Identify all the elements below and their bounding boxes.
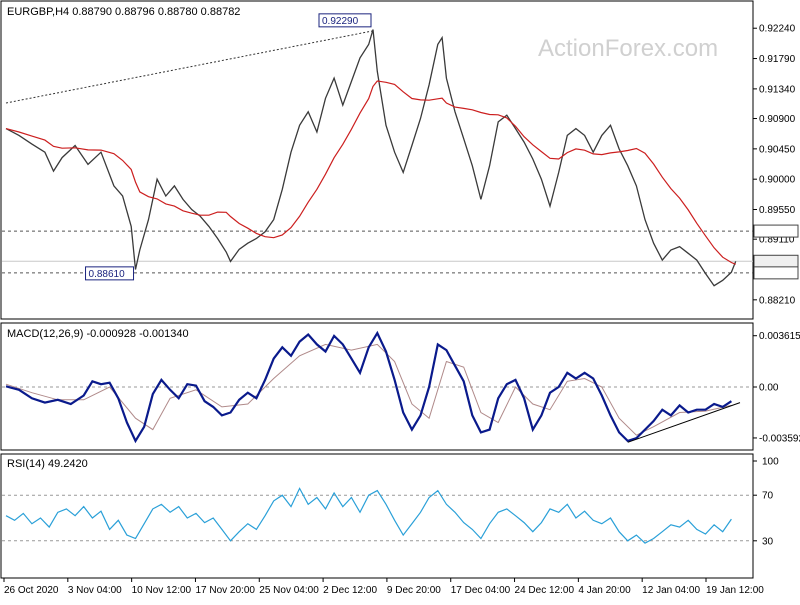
price-panel-frame	[0, 0, 754, 320]
watermark: ActionForex.com	[538, 35, 718, 62]
price-annotations: 0.92290 0.88610	[85, 13, 799, 281]
high-label-box	[318, 13, 372, 28]
price-tick-label: 0.88210	[759, 295, 796, 306]
price-tick-label: 0.89550	[759, 205, 796, 216]
support-tag-box	[753, 266, 799, 280]
x-tick-label: 24 Dec 12:00	[515, 585, 575, 596]
x-tick-label: 9 Dec 20:00	[387, 585, 441, 596]
x-tick-label: 4 Jan 20:00	[578, 585, 631, 596]
rsi-tick-label: 100	[762, 457, 779, 468]
x-tick-label: 19 Jan 12:00	[706, 585, 764, 596]
x-tick-label: 12 Jan 04:00	[642, 585, 700, 596]
high-label: 0.92290	[322, 16, 359, 27]
rsi-panel: RSI(14) 49.2420 100 70 30	[0, 453, 779, 579]
macd-signal-line	[5, 343, 732, 436]
resistance-tag-box	[753, 224, 799, 238]
price-tick-label: 0.92240	[759, 24, 796, 35]
x-tick-label: 10 Nov 12:00	[132, 585, 192, 596]
macd-axis: 0.003615 0.00 -0.003592	[2, 331, 800, 444]
rsi-panel-frame	[0, 453, 754, 579]
x-tick-label: 2 Dec 12:00	[323, 585, 377, 596]
price-hlines	[2, 30, 753, 274]
price-tick-label: 0.90000	[759, 175, 796, 186]
price-tick-label: 0.91790	[759, 54, 796, 65]
rsi-tick-label: 30	[762, 536, 774, 547]
rsi-title: RSI(14) 49.2420	[7, 458, 88, 470]
price-panel: EURGBP,H4 0.88790 0.88796 0.88780 0.8878…	[0, 0, 799, 320]
macd-tick-label: 0.00	[759, 383, 779, 394]
macd-tick-label: -0.003592	[759, 433, 800, 444]
macd-tick-label: 0.003615	[759, 331, 800, 342]
x-tick-label: 17 Nov 20:00	[195, 585, 255, 596]
price-title: EURGBP,H4 0.88790 0.88796 0.88780 0.8878…	[7, 6, 240, 18]
x-tick-label: 26 Oct 2020	[4, 585, 59, 596]
rsi-tick-label: 70	[762, 491, 774, 502]
x-tick-label: 3 Nov 04:00	[68, 585, 122, 596]
macd-title: MACD(12,26,9) -0.000928 -0.001340	[7, 328, 189, 340]
price-tick-label: 0.89110	[759, 235, 795, 246]
macd-line	[5, 330, 733, 444]
macd-trendline	[627, 402, 741, 443]
low-label-box	[85, 266, 135, 281]
macd-panel: MACD(12,26,9) -0.000928 -0.001340 0.0036…	[0, 322, 800, 451]
low-label: 0.88610	[89, 269, 126, 280]
rsi-lines	[5, 487, 732, 544]
x-axis: 26 Oct 2020 3 Nov 04:00 10 Nov 12:00 17 Nov…	[3, 578, 764, 596]
macd-lines	[5, 330, 741, 444]
rsi-line	[5, 487, 732, 544]
x-tick-label: 25 Nov 04:00	[259, 585, 319, 596]
price-tick-label: 0.90450	[759, 144, 796, 155]
price-line	[5, 29, 737, 287]
price-tag-box	[753, 254, 799, 268]
x-tick-label: 17 Dec 04:00	[451, 585, 511, 596]
price-lines	[5, 29, 737, 287]
moving-average-line	[5, 80, 736, 265]
price-tick-label: 0.90900	[759, 114, 796, 125]
price-tick-label: 0.91340	[759, 84, 796, 95]
